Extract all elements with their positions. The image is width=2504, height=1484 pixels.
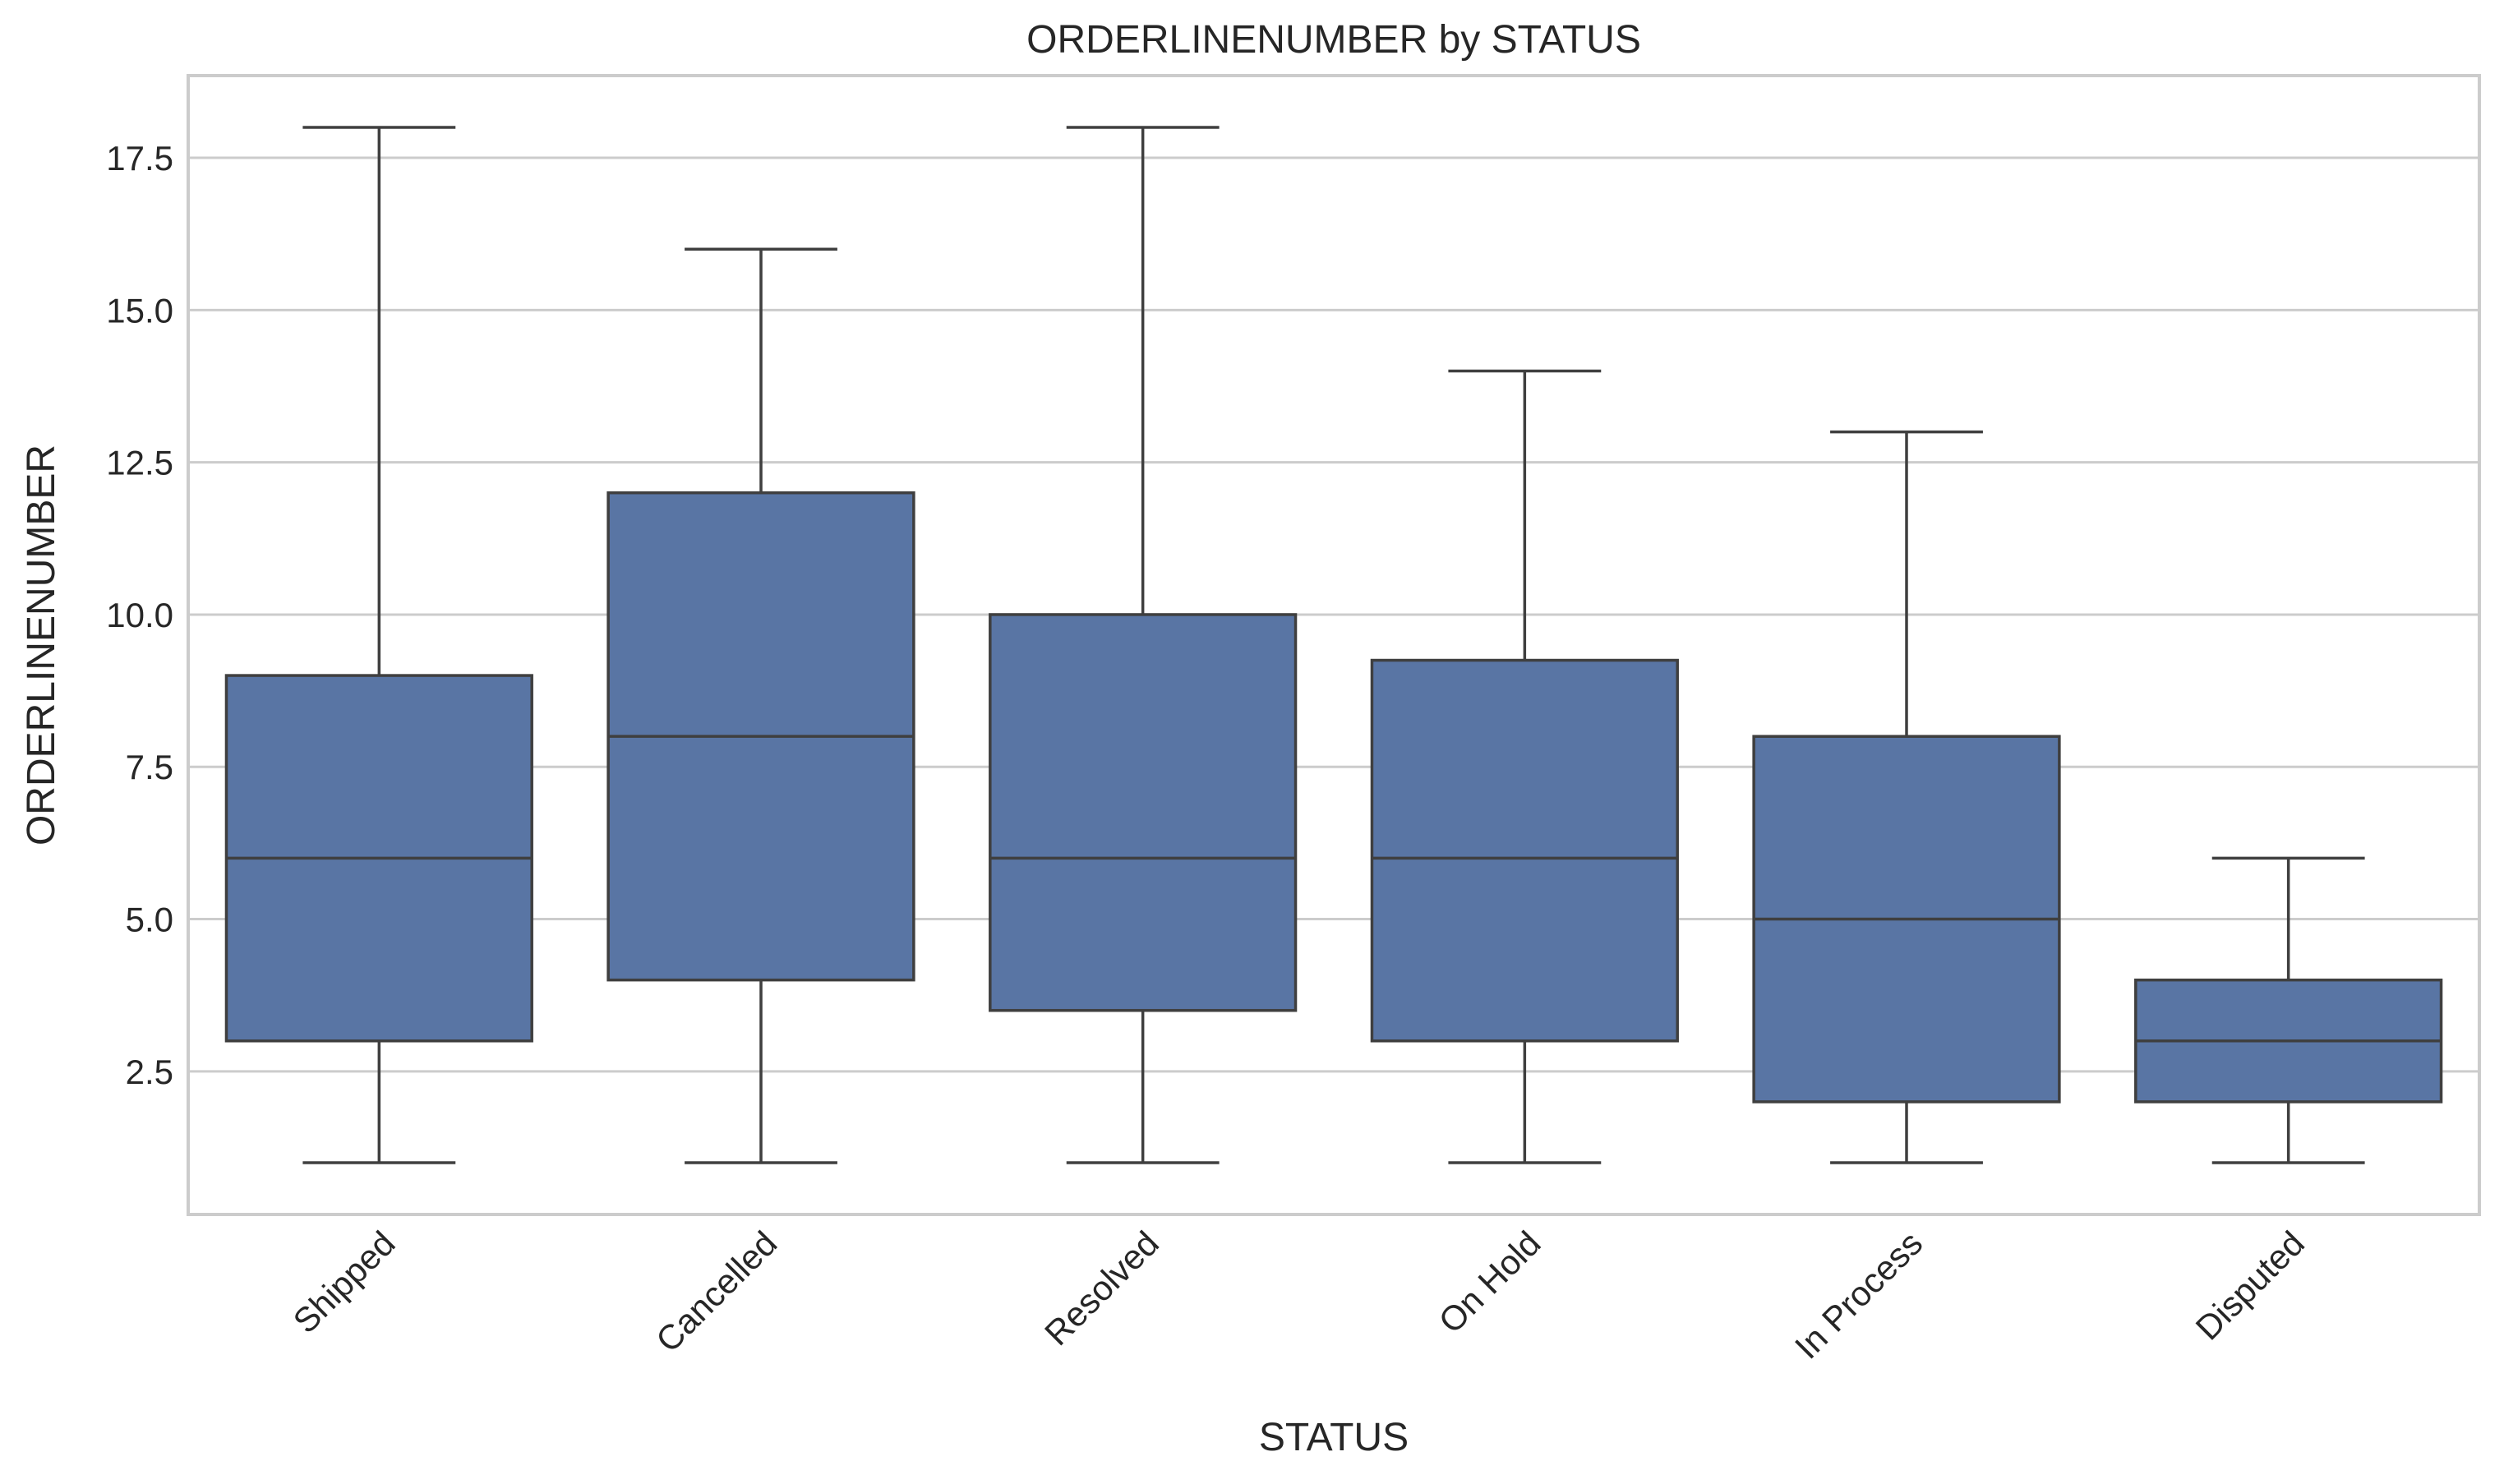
boxes-group (224, 126, 2443, 1164)
y-tick-label: 5.0 (126, 901, 173, 939)
y-tick-label: 17.5 (106, 139, 173, 177)
plot-frame (187, 74, 2481, 1216)
y-axis-label: ORDERLINENUMBER (20, 445, 63, 846)
grid-lines (188, 156, 2479, 1073)
y-tick-label: 7.5 (126, 748, 173, 786)
box-disputed (2134, 856, 2443, 1164)
iqr-box (989, 613, 1298, 1012)
box-cancelled (606, 247, 915, 1164)
x-axis-label: STATUS (1259, 1416, 1409, 1459)
box-in-process (1752, 430, 2061, 1164)
y-axis-ticks: 2.5 5.0 7.5 10.0 12.5 15.0 17.5 (106, 139, 173, 1091)
y-tick-label: 12.5 (106, 444, 173, 482)
box-shipped (224, 126, 533, 1164)
y-tick-label: 2.5 (126, 1053, 173, 1091)
box-on-hold (1370, 369, 1679, 1164)
y-tick-label: 15.0 (106, 291, 173, 330)
box-resolved (989, 126, 1298, 1164)
iqr-box (1370, 658, 1679, 1043)
y-tick-label: 10.0 (106, 596, 173, 634)
chart-title: ORDERLINENUMBER by STATUS (1026, 18, 1641, 62)
